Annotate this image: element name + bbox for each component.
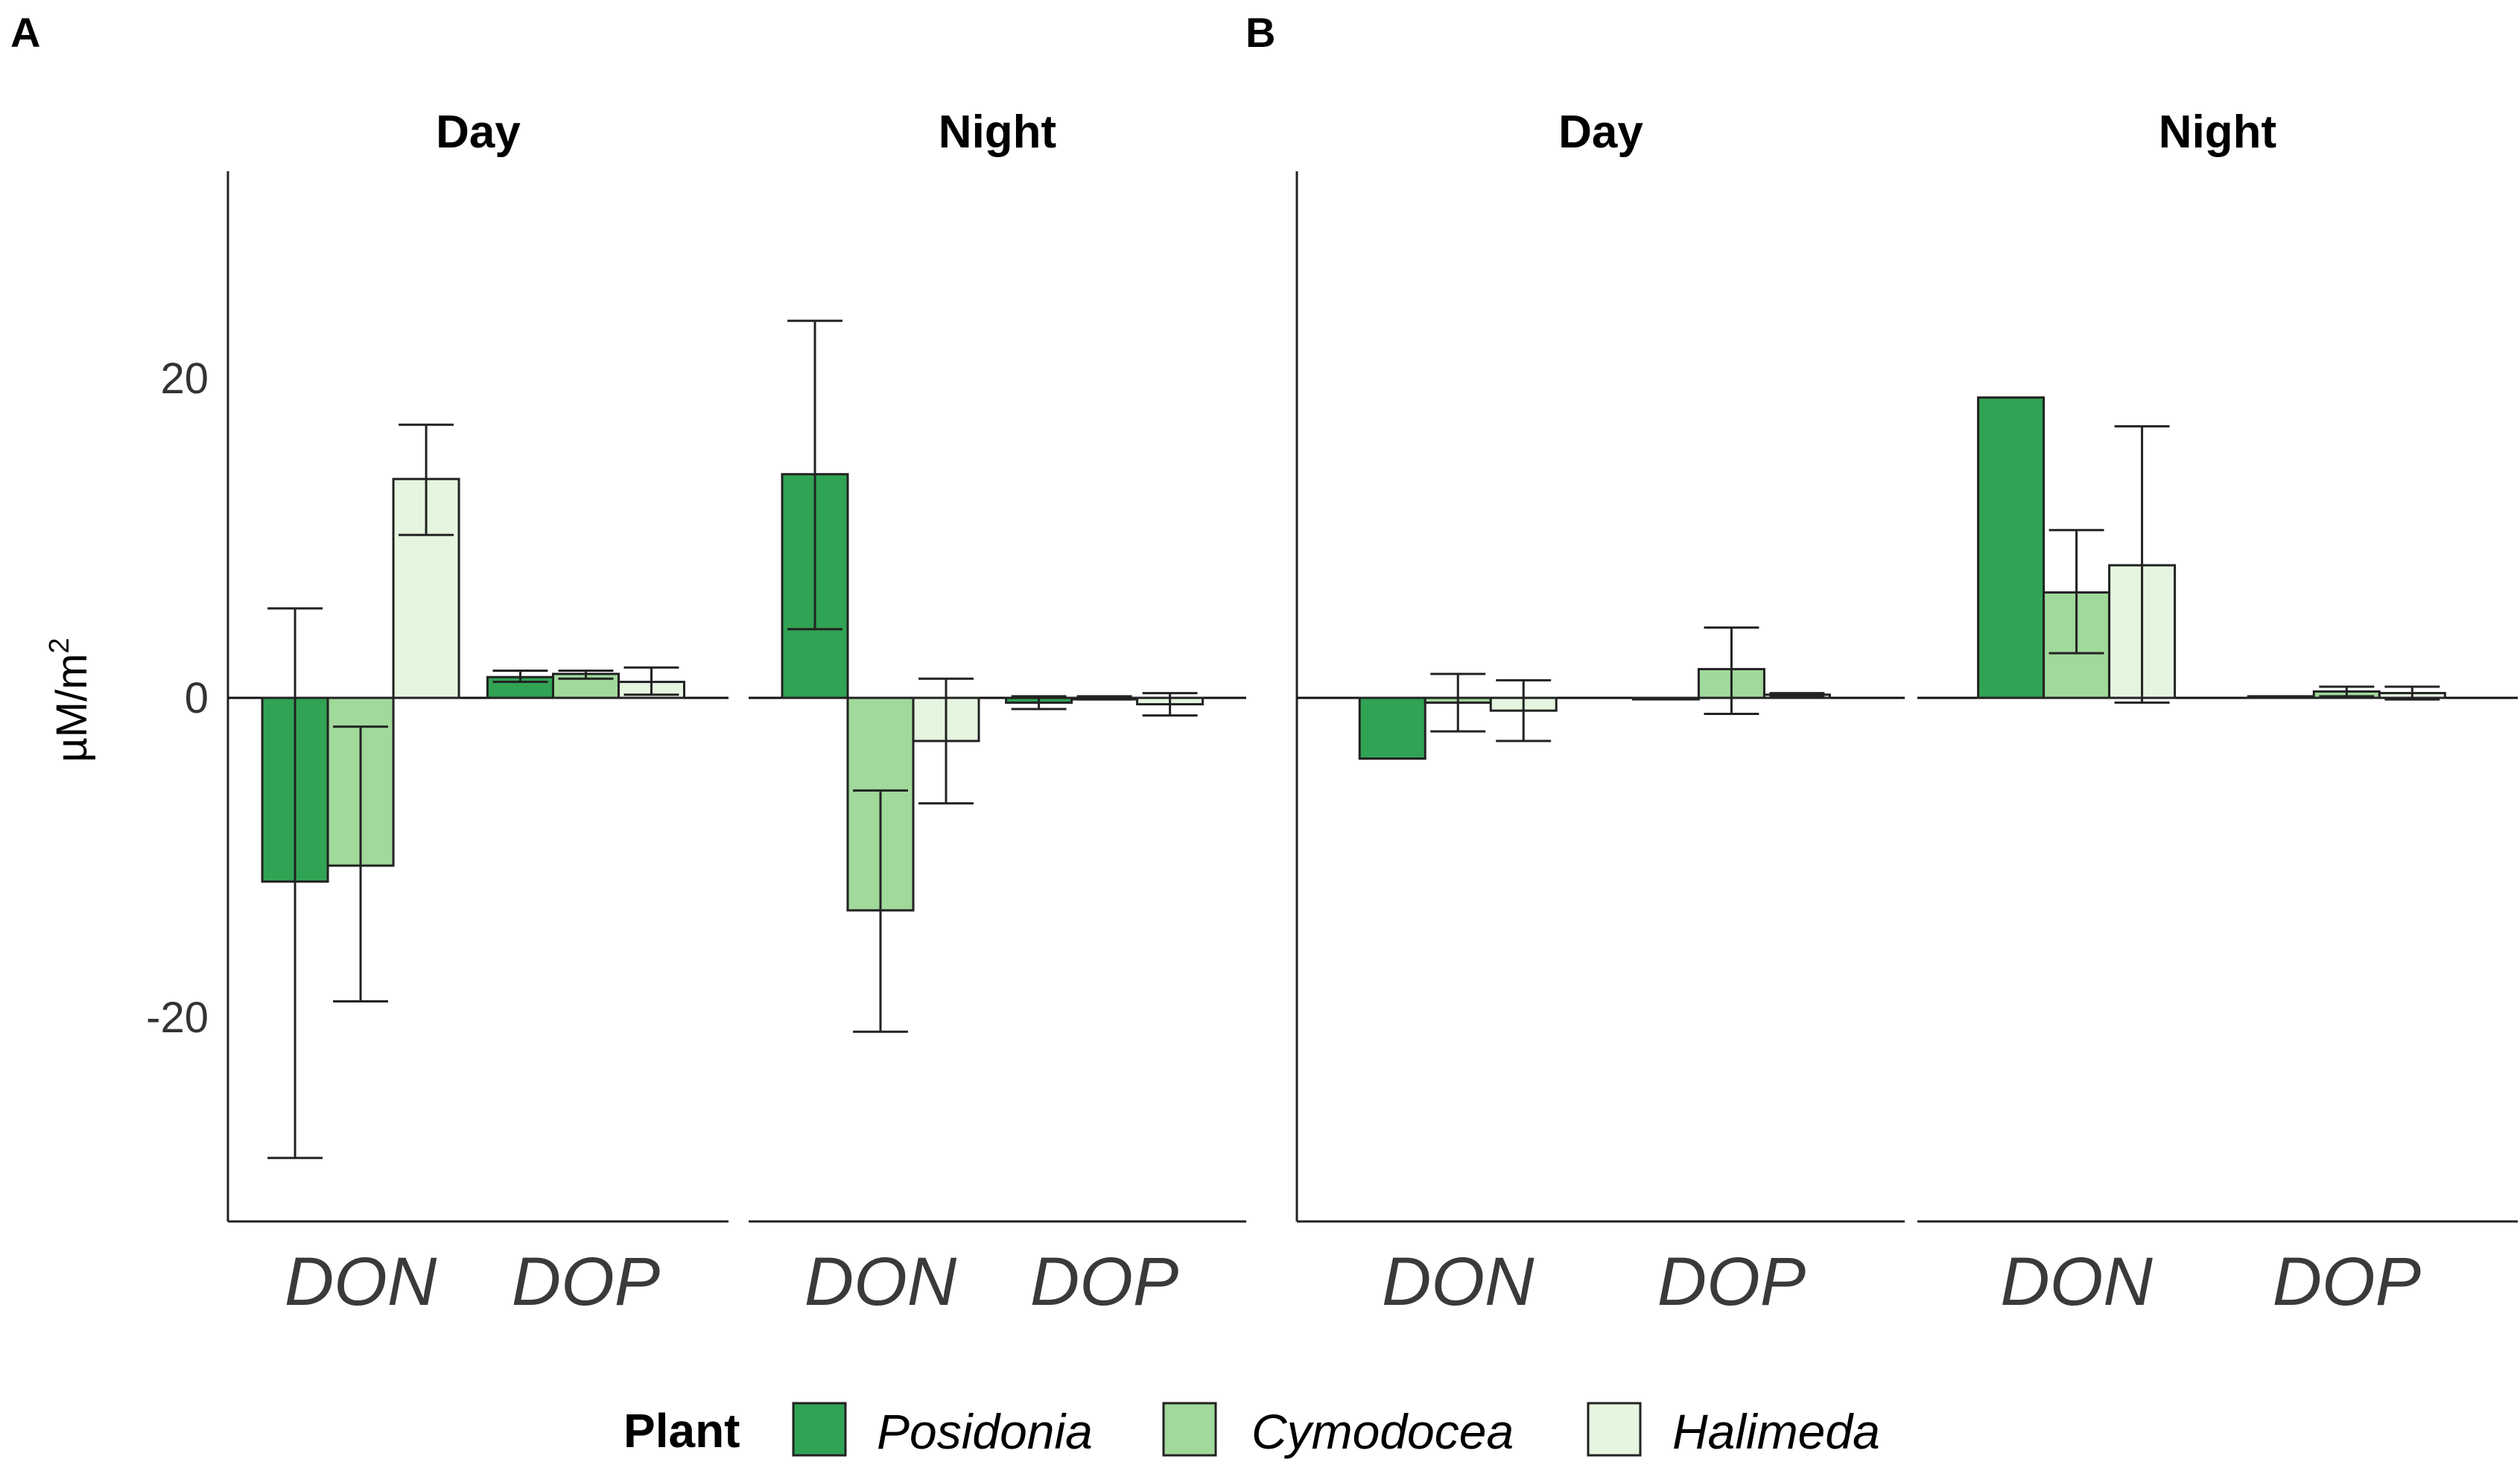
bar-posidonia-don	[1358, 696, 1426, 760]
error-bar-posidonia-dop	[492, 670, 548, 684]
panel-letter-b: B	[1245, 9, 1275, 56]
x-tick-label-don: DON	[804, 1244, 957, 1320]
legend-swatch-halimeda	[1587, 1402, 1642, 1457]
error-bar-cymodocea-dop	[2319, 685, 2375, 698]
error-bar-halimeda-dop	[2384, 685, 2440, 701]
bar-posidonia-don	[1977, 396, 2045, 699]
legend-label-cymodocea: Cymodocea	[1251, 1404, 1514, 1459]
y-tick-label: -20	[146, 994, 209, 1042]
error-bar-posidonia-dop	[1011, 695, 1067, 711]
x-tick-label-don: DON	[2000, 1244, 2153, 1320]
error-bar-cymodocea-dop	[1704, 626, 1759, 715]
legend-title: Plant	[623, 1404, 740, 1458]
error-bar-cymodocea-dop	[558, 670, 614, 680]
error-bar-halimeda-don	[2114, 425, 2170, 704]
error-bar-cymodocea-don	[2048, 529, 2104, 655]
error-bar-cymodocea-don	[1430, 673, 1486, 733]
legend-label-halimeda: Halimeda	[1672, 1404, 1880, 1459]
panel-b: Day DON DOP Night DON DOP	[1295, 107, 2518, 1320]
x-tick-label-don: DON	[1382, 1244, 1534, 1320]
panel-a-facet-night-title: Night	[939, 107, 1056, 158]
error-bar-posidonia-don	[787, 320, 842, 631]
panel-b-facet-day-title: Day	[1558, 107, 1643, 158]
error-bar-halimeda-dop	[1769, 692, 1825, 698]
bar-posidonia-dop	[1631, 696, 1700, 701]
error-bar-cymodocea-don	[853, 789, 908, 1033]
y-axis-label-text: µM/m	[48, 653, 96, 762]
x-tick-label-dop: DOP	[1657, 1244, 1806, 1320]
panel-a: 20 0 -20 Day DON DOP Night DON DOP	[146, 107, 1246, 1320]
y-tick-label: 20	[160, 355, 209, 403]
bar-posidonia-dop	[2247, 695, 2315, 699]
x-tick-label-don: DON	[285, 1244, 437, 1320]
error-bar-halimeda-don	[918, 677, 974, 805]
x-tick-label-dop: DOP	[1030, 1244, 1178, 1320]
panel-b-facet-night: Night DON DOP	[1917, 107, 2518, 1320]
y-tick-label: 0	[185, 674, 209, 722]
panel-a-facet-day: Day DON DOP	[228, 107, 729, 1320]
panel-b-facet-day: Day DON DOP	[1297, 107, 1905, 1320]
panel-a-facet-night: Night DON DOP	[749, 107, 1246, 1320]
error-bar-halimeda-don	[1496, 679, 1552, 743]
y-axis-label: µM/m2	[44, 638, 96, 762]
error-bar-posidonia-don	[267, 607, 323, 1160]
legend-label-posidonia: Posidonia	[877, 1404, 1093, 1459]
error-bar-cymodocea-don	[333, 725, 389, 1003]
y-axis-label-superscript: 2	[44, 638, 75, 653]
panel-a-facet-day-title: Day	[436, 107, 521, 158]
panel-letter-a: A	[10, 9, 40, 56]
legend-swatch-cymodocea	[1162, 1402, 1217, 1457]
svg-text:µM/m2: µM/m2	[44, 638, 96, 762]
legend-swatch-posidonia	[792, 1402, 847, 1457]
error-bar-cymodocea-dop	[1076, 695, 1132, 701]
error-bar-halimeda-dop	[623, 666, 679, 696]
error-bar-halimeda-dop	[1142, 692, 1198, 717]
legend: Plant Posidonia Cymodocea Halimeda	[623, 1402, 1880, 1459]
panel-b-facet-night-title: Night	[2159, 107, 2276, 158]
x-tick-label-dop: DOP	[2273, 1244, 2421, 1320]
error-bar-halimeda-don	[399, 423, 454, 536]
x-tick-label-dop: DOP	[512, 1244, 660, 1320]
